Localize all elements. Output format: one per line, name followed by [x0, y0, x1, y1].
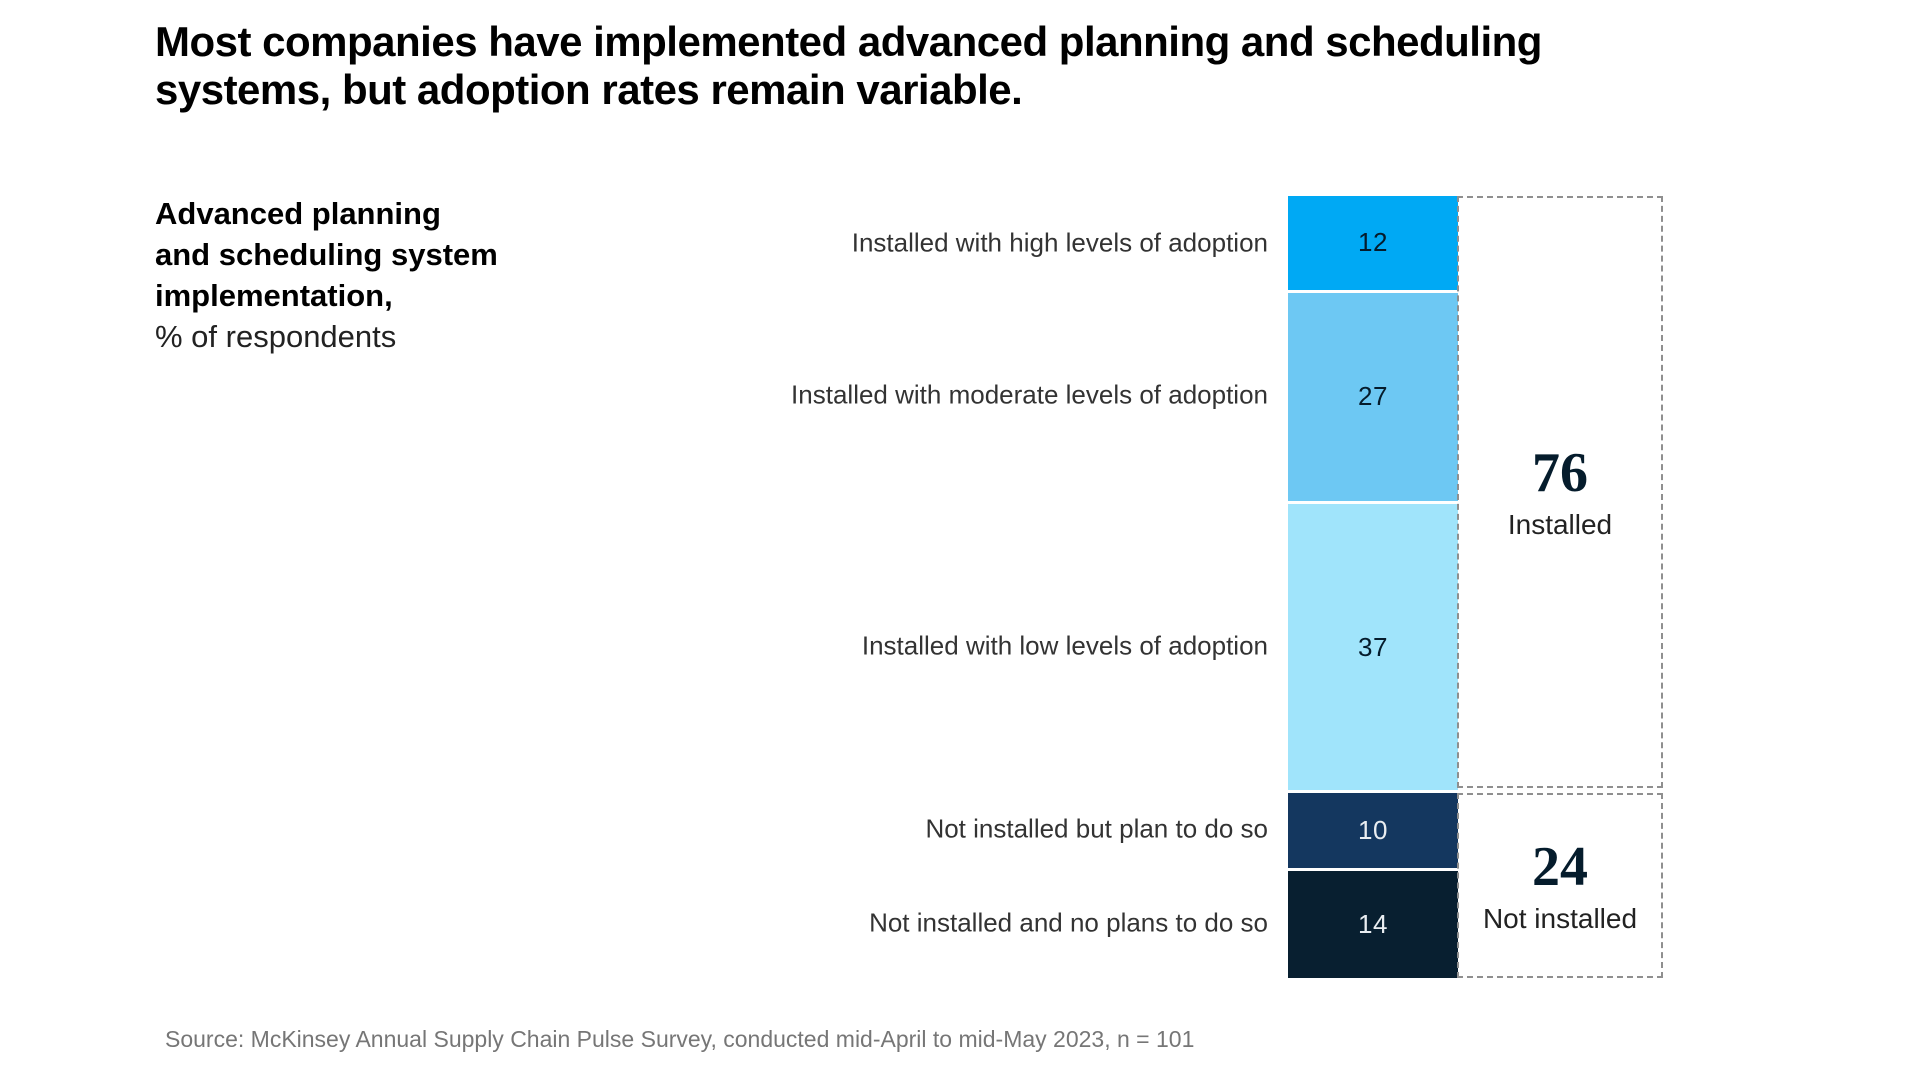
bar-segment-1: 12 [1288, 196, 1458, 290]
category-label: Installed with low levels of adoption [861, 630, 1268, 661]
installed-group-box: 76 Installed [1457, 196, 1663, 788]
segment-value: 37 [1358, 631, 1388, 662]
source-note: Source: McKinsey Annual Supply Chain Pul… [165, 1026, 1195, 1052]
category-label: Not installed and no plans to do so [869, 907, 1268, 938]
unit-label-line-3: implementation, [155, 278, 393, 313]
title-line-1: Most companies have implemented advanced… [155, 18, 1542, 65]
bar-segment-4: 10 [1288, 790, 1458, 869]
not-installed-total-label: Not installed [1482, 902, 1638, 934]
bar-segment-5: 14 [1288, 868, 1458, 978]
bar-segment-2: 27 [1288, 289, 1458, 501]
chart-unit-label: Advanced planning and scheduling system … [155, 193, 498, 357]
category-label: Installed with moderate levels of adopti… [791, 379, 1268, 410]
page-title: Most companies have implemented advanced… [155, 18, 1542, 114]
bar-segment-3: 37 [1288, 500, 1458, 791]
segment-value: 14 [1358, 909, 1388, 940]
installed-total-label: Installed [1507, 509, 1613, 540]
unit-label-line-2: and scheduling system [155, 237, 498, 272]
segment-value: 12 [1358, 227, 1388, 258]
not-installed-group-box: 24 Not installed [1457, 793, 1663, 978]
installed-total-value: 76 [1532, 442, 1588, 504]
title-line-2: systems, but adoption rates remain varia… [155, 66, 1023, 113]
category-label: Installed with high levels of adoption [851, 227, 1268, 258]
stacked-bar: 12 27 37 10 14 [1288, 196, 1458, 978]
not-installed-total-value: 24 [1532, 835, 1588, 898]
unit-label-subline: % of respondents [155, 319, 397, 354]
category-label: Not installed but plan to do so [925, 813, 1268, 844]
unit-label-line-1: Advanced planning [155, 196, 441, 231]
segment-value: 27 [1358, 381, 1388, 412]
category-labels: Installed with high levels of adoption In… [400, 196, 1268, 978]
segment-value: 10 [1358, 815, 1388, 846]
